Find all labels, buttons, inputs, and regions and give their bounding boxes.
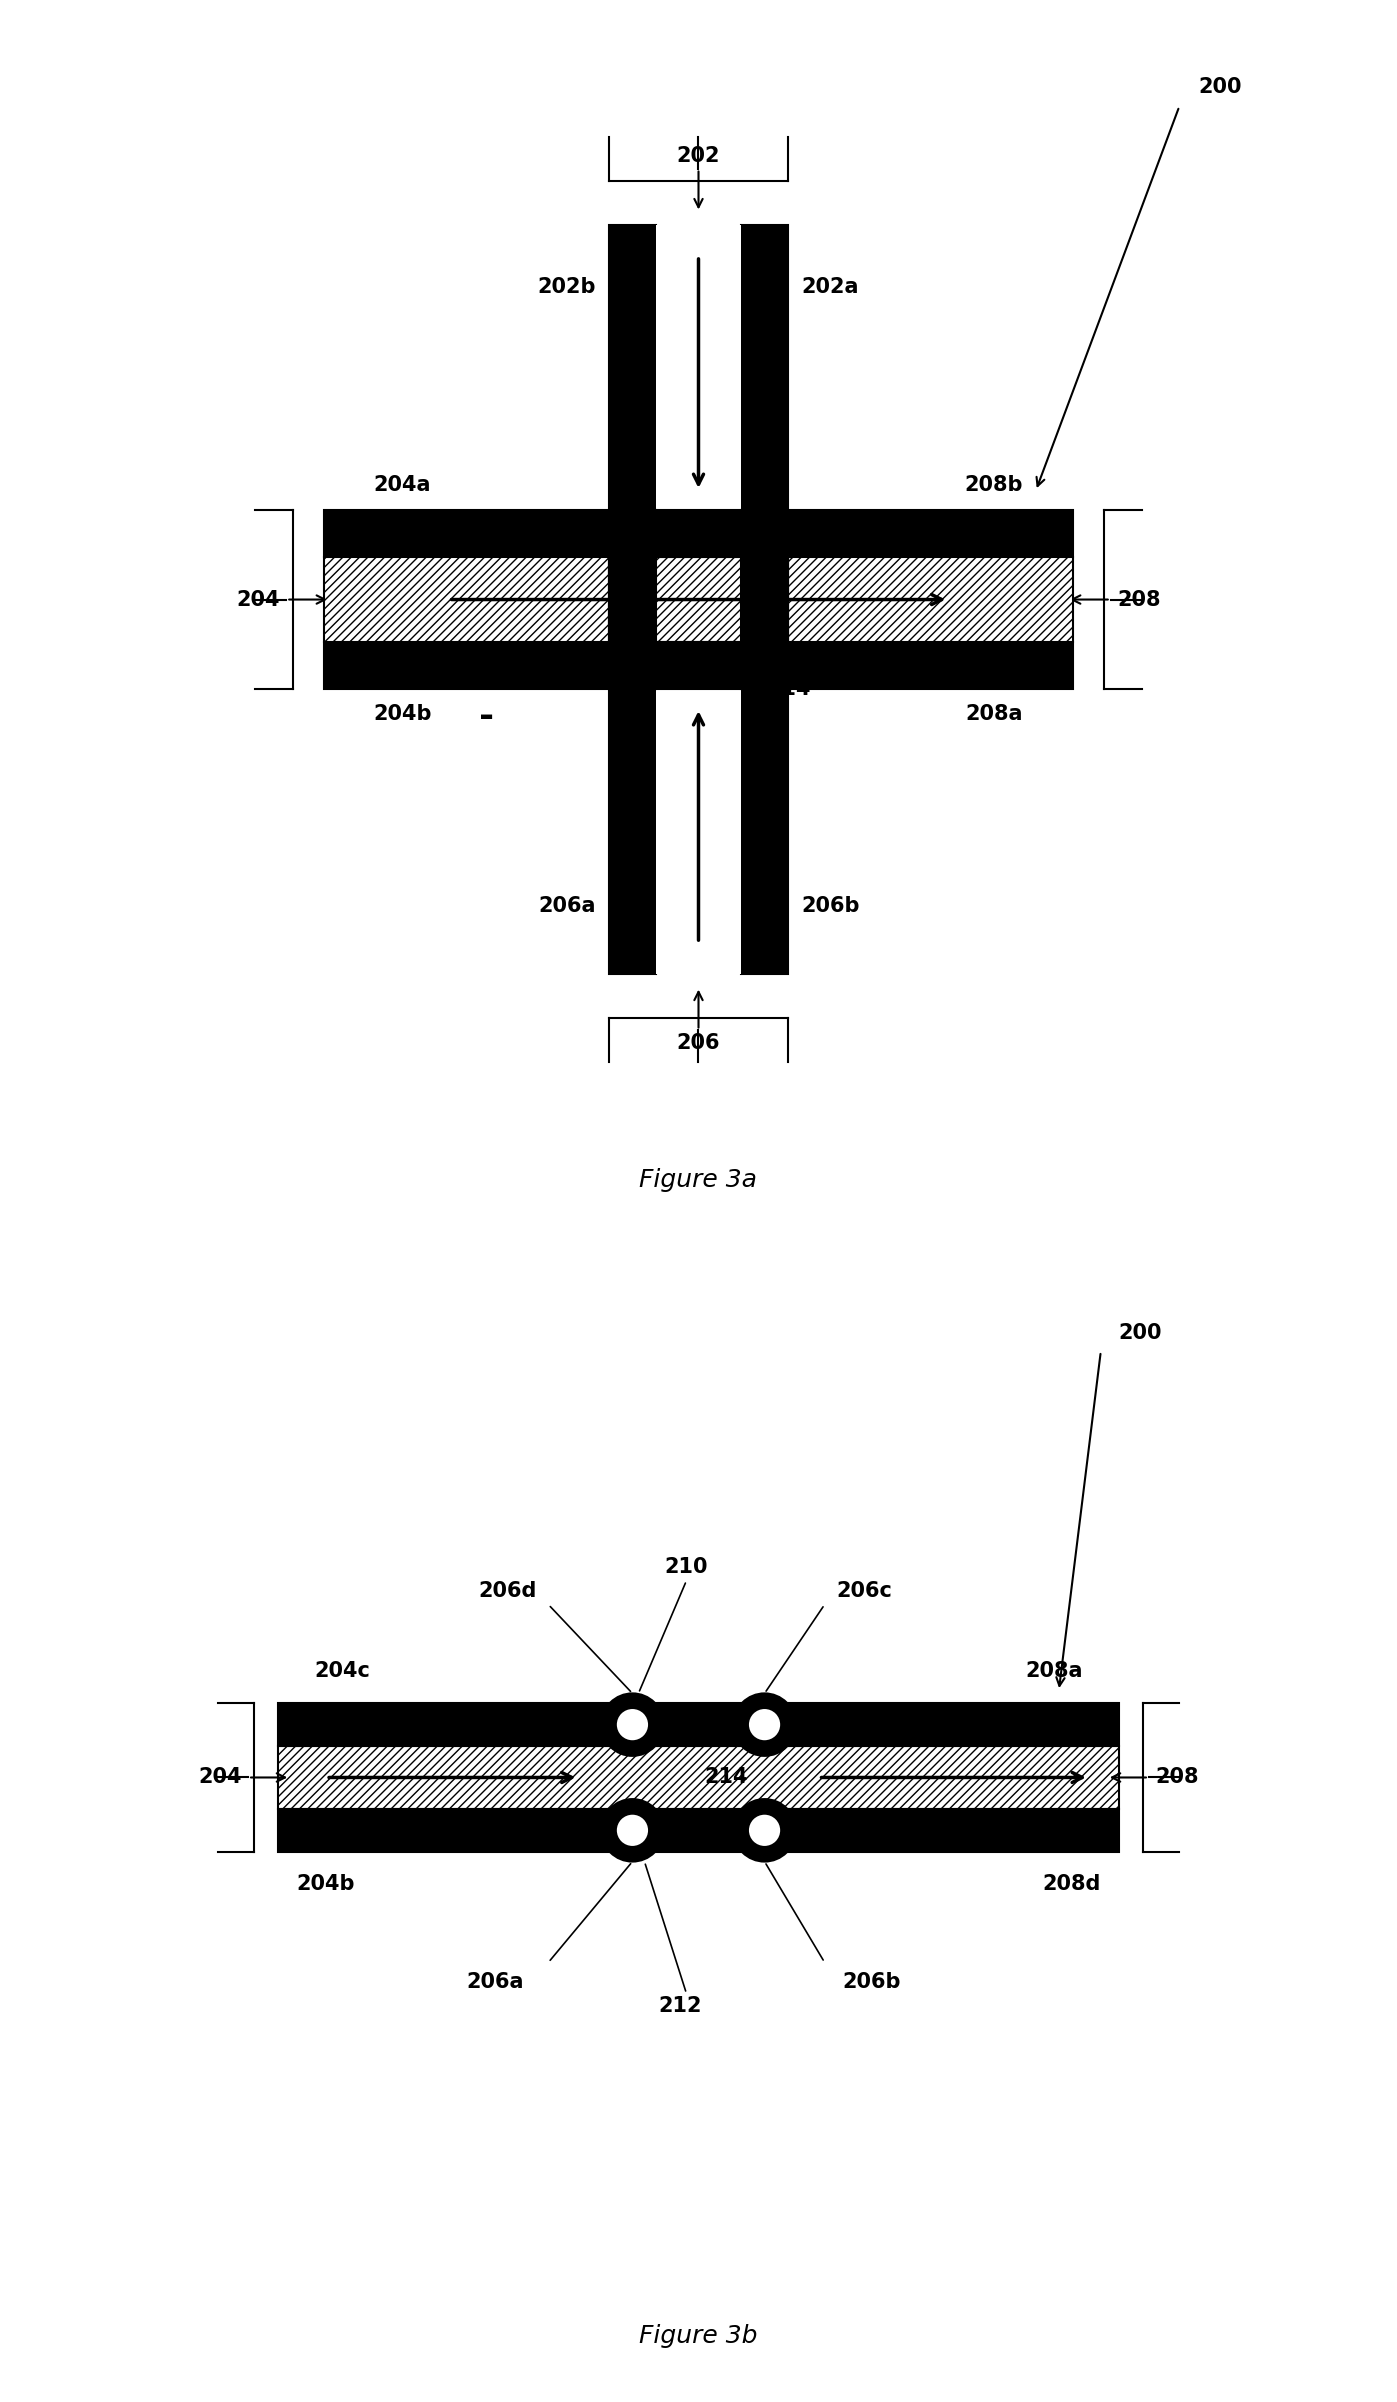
Text: 204c: 204c — [314, 1662, 370, 1681]
Text: -: - — [893, 519, 905, 548]
Bar — [609, 226, 657, 975]
Text: +: + — [472, 584, 500, 615]
Circle shape — [733, 1799, 796, 1862]
Bar — [657, 226, 740, 509]
Text: 214: 214 — [767, 680, 810, 699]
Bar — [609, 509, 788, 557]
Bar — [324, 641, 1073, 689]
Bar — [609, 509, 657, 689]
Text: 208b: 208b — [965, 476, 1023, 495]
Circle shape — [733, 1693, 796, 1756]
Text: 202a: 202a — [800, 276, 858, 298]
Text: 206: 206 — [676, 1033, 721, 1052]
Text: 200: 200 — [1119, 1324, 1162, 1343]
Text: -: - — [416, 1816, 429, 1845]
Text: +: + — [963, 1816, 988, 1845]
Text: 214: 214 — [704, 1768, 747, 1787]
Bar — [740, 226, 788, 975]
Circle shape — [601, 1693, 664, 1756]
Text: 212: 212 — [659, 1996, 703, 2015]
Circle shape — [601, 1799, 664, 1862]
Text: 208: 208 — [1118, 588, 1161, 610]
Bar — [278, 1703, 1119, 1746]
Text: 206d: 206d — [478, 1581, 536, 1600]
Circle shape — [749, 1816, 780, 1845]
Text: -: - — [492, 651, 504, 680]
Circle shape — [617, 1816, 648, 1845]
Text: -: - — [968, 1710, 981, 1739]
Text: 206b: 206b — [842, 1972, 901, 1991]
Text: 204: 204 — [198, 1768, 242, 1787]
Bar — [657, 689, 740, 975]
Text: 204b: 204b — [374, 704, 432, 725]
Circle shape — [617, 1708, 648, 1739]
Text: 206a: 206a — [467, 1972, 524, 1991]
Text: 200: 200 — [1199, 77, 1242, 98]
Text: 208a: 208a — [1025, 1662, 1083, 1681]
Bar — [609, 557, 788, 641]
Bar — [609, 641, 788, 689]
Text: Figure 3b: Figure 3b — [640, 2325, 757, 2347]
Circle shape — [749, 1708, 780, 1739]
Text: 204a: 204a — [374, 476, 432, 495]
Text: 208a: 208a — [965, 704, 1023, 725]
Text: 208: 208 — [1155, 1768, 1199, 1787]
Bar — [740, 509, 788, 689]
Text: +: + — [486, 519, 511, 548]
Text: 210: 210 — [665, 1556, 708, 1576]
Bar — [278, 1746, 1119, 1809]
Text: -: - — [479, 701, 493, 735]
Text: 204: 204 — [236, 588, 279, 610]
Text: 206b: 206b — [800, 896, 859, 915]
Text: 206c: 206c — [837, 1581, 893, 1600]
Text: 202b: 202b — [538, 276, 597, 298]
Text: 206a: 206a — [539, 896, 597, 915]
Text: +: + — [886, 651, 911, 680]
Text: 204b: 204b — [296, 1874, 355, 1893]
Text: +: + — [409, 1710, 434, 1739]
Bar — [788, 557, 1073, 641]
Text: 212: 212 — [868, 512, 911, 533]
Text: Figure 3a: Figure 3a — [640, 1167, 757, 1191]
Text: 202: 202 — [676, 147, 721, 166]
Bar — [278, 1809, 1119, 1852]
Bar — [324, 509, 1073, 557]
Text: 208d: 208d — [1042, 1874, 1101, 1893]
Bar — [324, 557, 609, 641]
